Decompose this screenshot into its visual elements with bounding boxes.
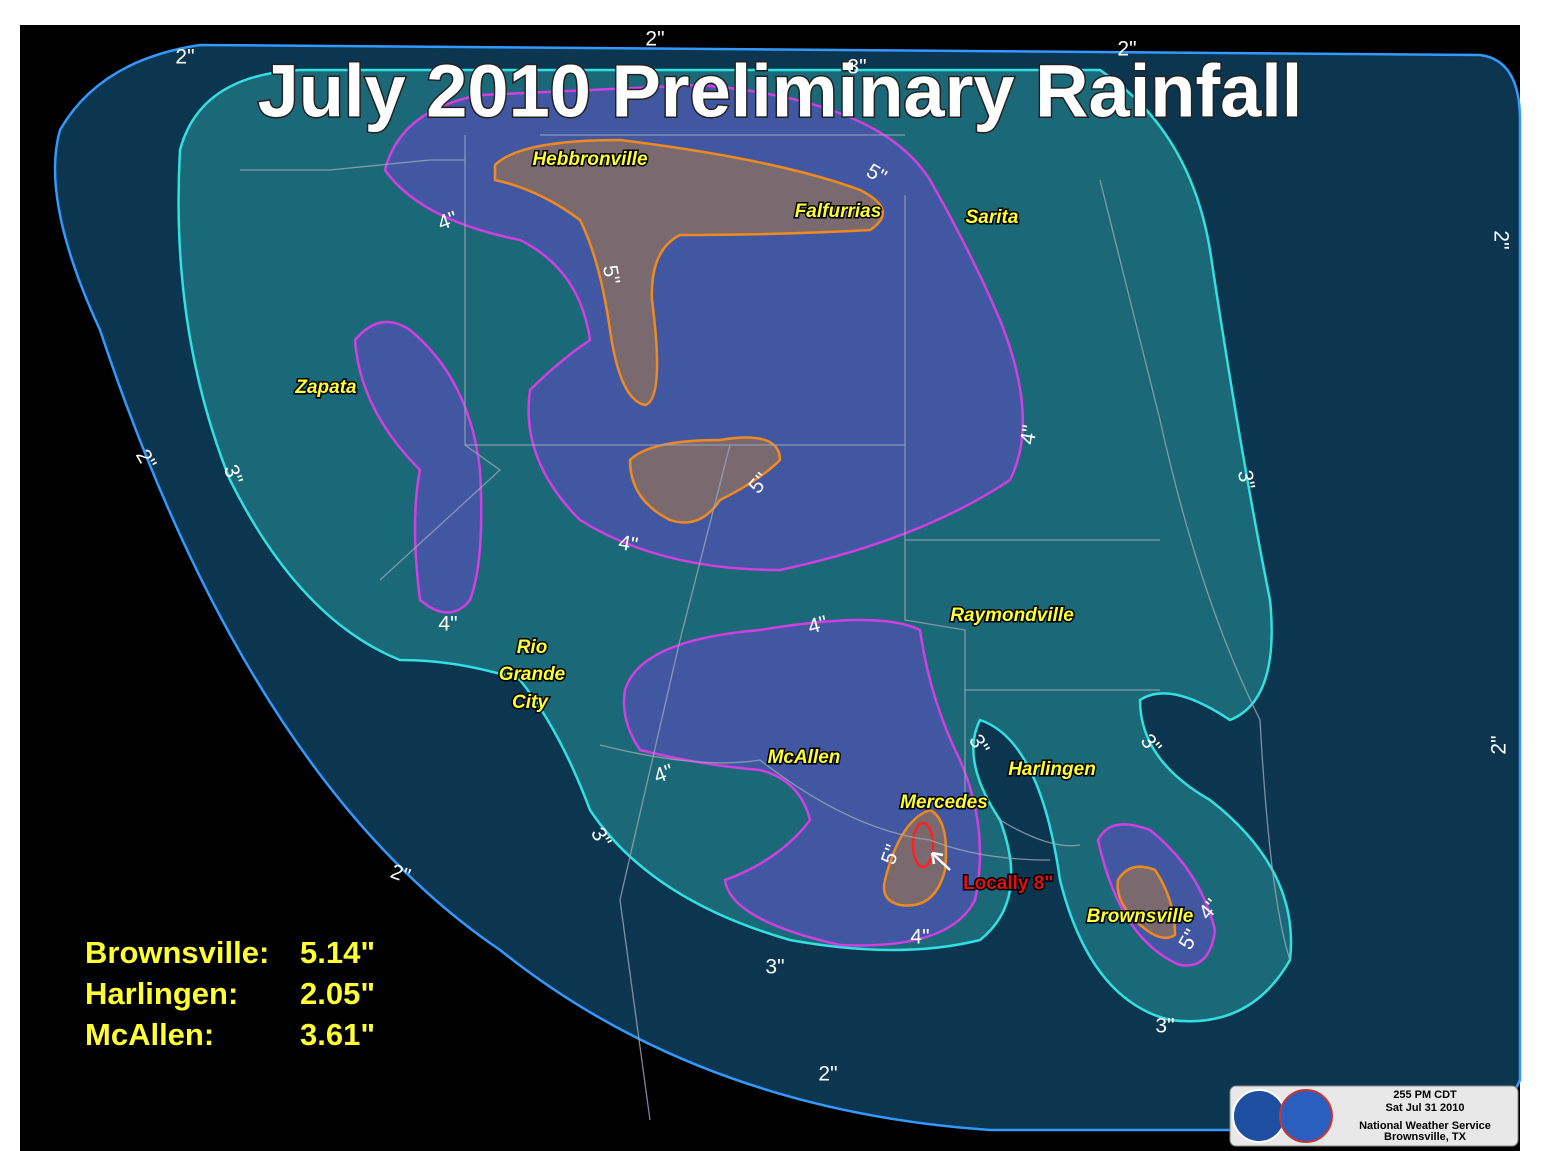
stat-name: Brownsville: xyxy=(85,935,269,970)
contour-4in-west xyxy=(353,320,483,614)
city-label: Sarita xyxy=(966,207,1019,228)
city-label: Mercedes xyxy=(900,792,988,813)
title: July 2010 Preliminary Rainfall xyxy=(258,50,1303,133)
contour-label: 4" xyxy=(438,613,457,636)
contour-label: 4" xyxy=(1016,423,1042,446)
contour-label: 2" xyxy=(175,46,194,69)
stat-name: Harlingen: xyxy=(85,976,238,1011)
contour-label: 2" xyxy=(1488,735,1511,754)
footer-box xyxy=(1229,1085,1519,1147)
stat-value: 3.61" xyxy=(300,1017,375,1052)
city-label: Zapata xyxy=(294,377,357,398)
city-label: Brownsville xyxy=(1087,906,1194,927)
noaa-logo xyxy=(1232,1089,1286,1143)
city-label: City xyxy=(512,692,549,713)
contour-label: 4" xyxy=(910,926,929,949)
contour-label: 2" xyxy=(1489,230,1512,249)
contour-label: 5" xyxy=(598,263,624,286)
contour-label: 2" xyxy=(1117,38,1136,61)
contour-label: 2" xyxy=(645,28,664,51)
contour-label: 3" xyxy=(765,956,784,979)
coast-line xyxy=(599,179,1291,961)
footer-date: Sat Jul 31 2010 xyxy=(1386,1102,1465,1114)
city-label: Hebbronville xyxy=(532,149,648,170)
contour-label: 4" xyxy=(617,531,640,557)
city-label: McAllen xyxy=(768,747,841,768)
footer-location: Brownsville, TX xyxy=(1384,1131,1467,1143)
city-label: Harlingen xyxy=(1008,759,1096,780)
stat-name: McAllen: xyxy=(85,1017,214,1052)
county-lines xyxy=(240,134,1291,1121)
contour-5in-brownsville xyxy=(1116,865,1177,940)
footer-agency: National Weather Service xyxy=(1359,1120,1491,1132)
note-label: Locally 8" xyxy=(963,873,1053,894)
contour-5in-north xyxy=(493,138,885,407)
contour-label: 3" xyxy=(1155,1015,1174,1038)
contour-5in-middle xyxy=(628,436,782,524)
note-arrow xyxy=(930,851,951,871)
county-line xyxy=(240,134,1160,1121)
city-label: Rio xyxy=(517,637,548,658)
contour-label: 2" xyxy=(818,1063,837,1086)
contour-8in xyxy=(911,821,935,869)
stat-value: 2.05" xyxy=(300,976,375,1011)
nws-logo xyxy=(1279,1089,1333,1143)
footer-time: 255 PM CDT xyxy=(1393,1089,1457,1101)
city-label: Raymondville xyxy=(950,605,1074,626)
stat-value: 5.14" xyxy=(300,935,375,970)
city-label: Grande xyxy=(499,664,566,685)
contour-label: 3" xyxy=(847,56,866,79)
contour-label: 3" xyxy=(1233,468,1259,491)
city-label: Falfurrias xyxy=(795,201,882,222)
